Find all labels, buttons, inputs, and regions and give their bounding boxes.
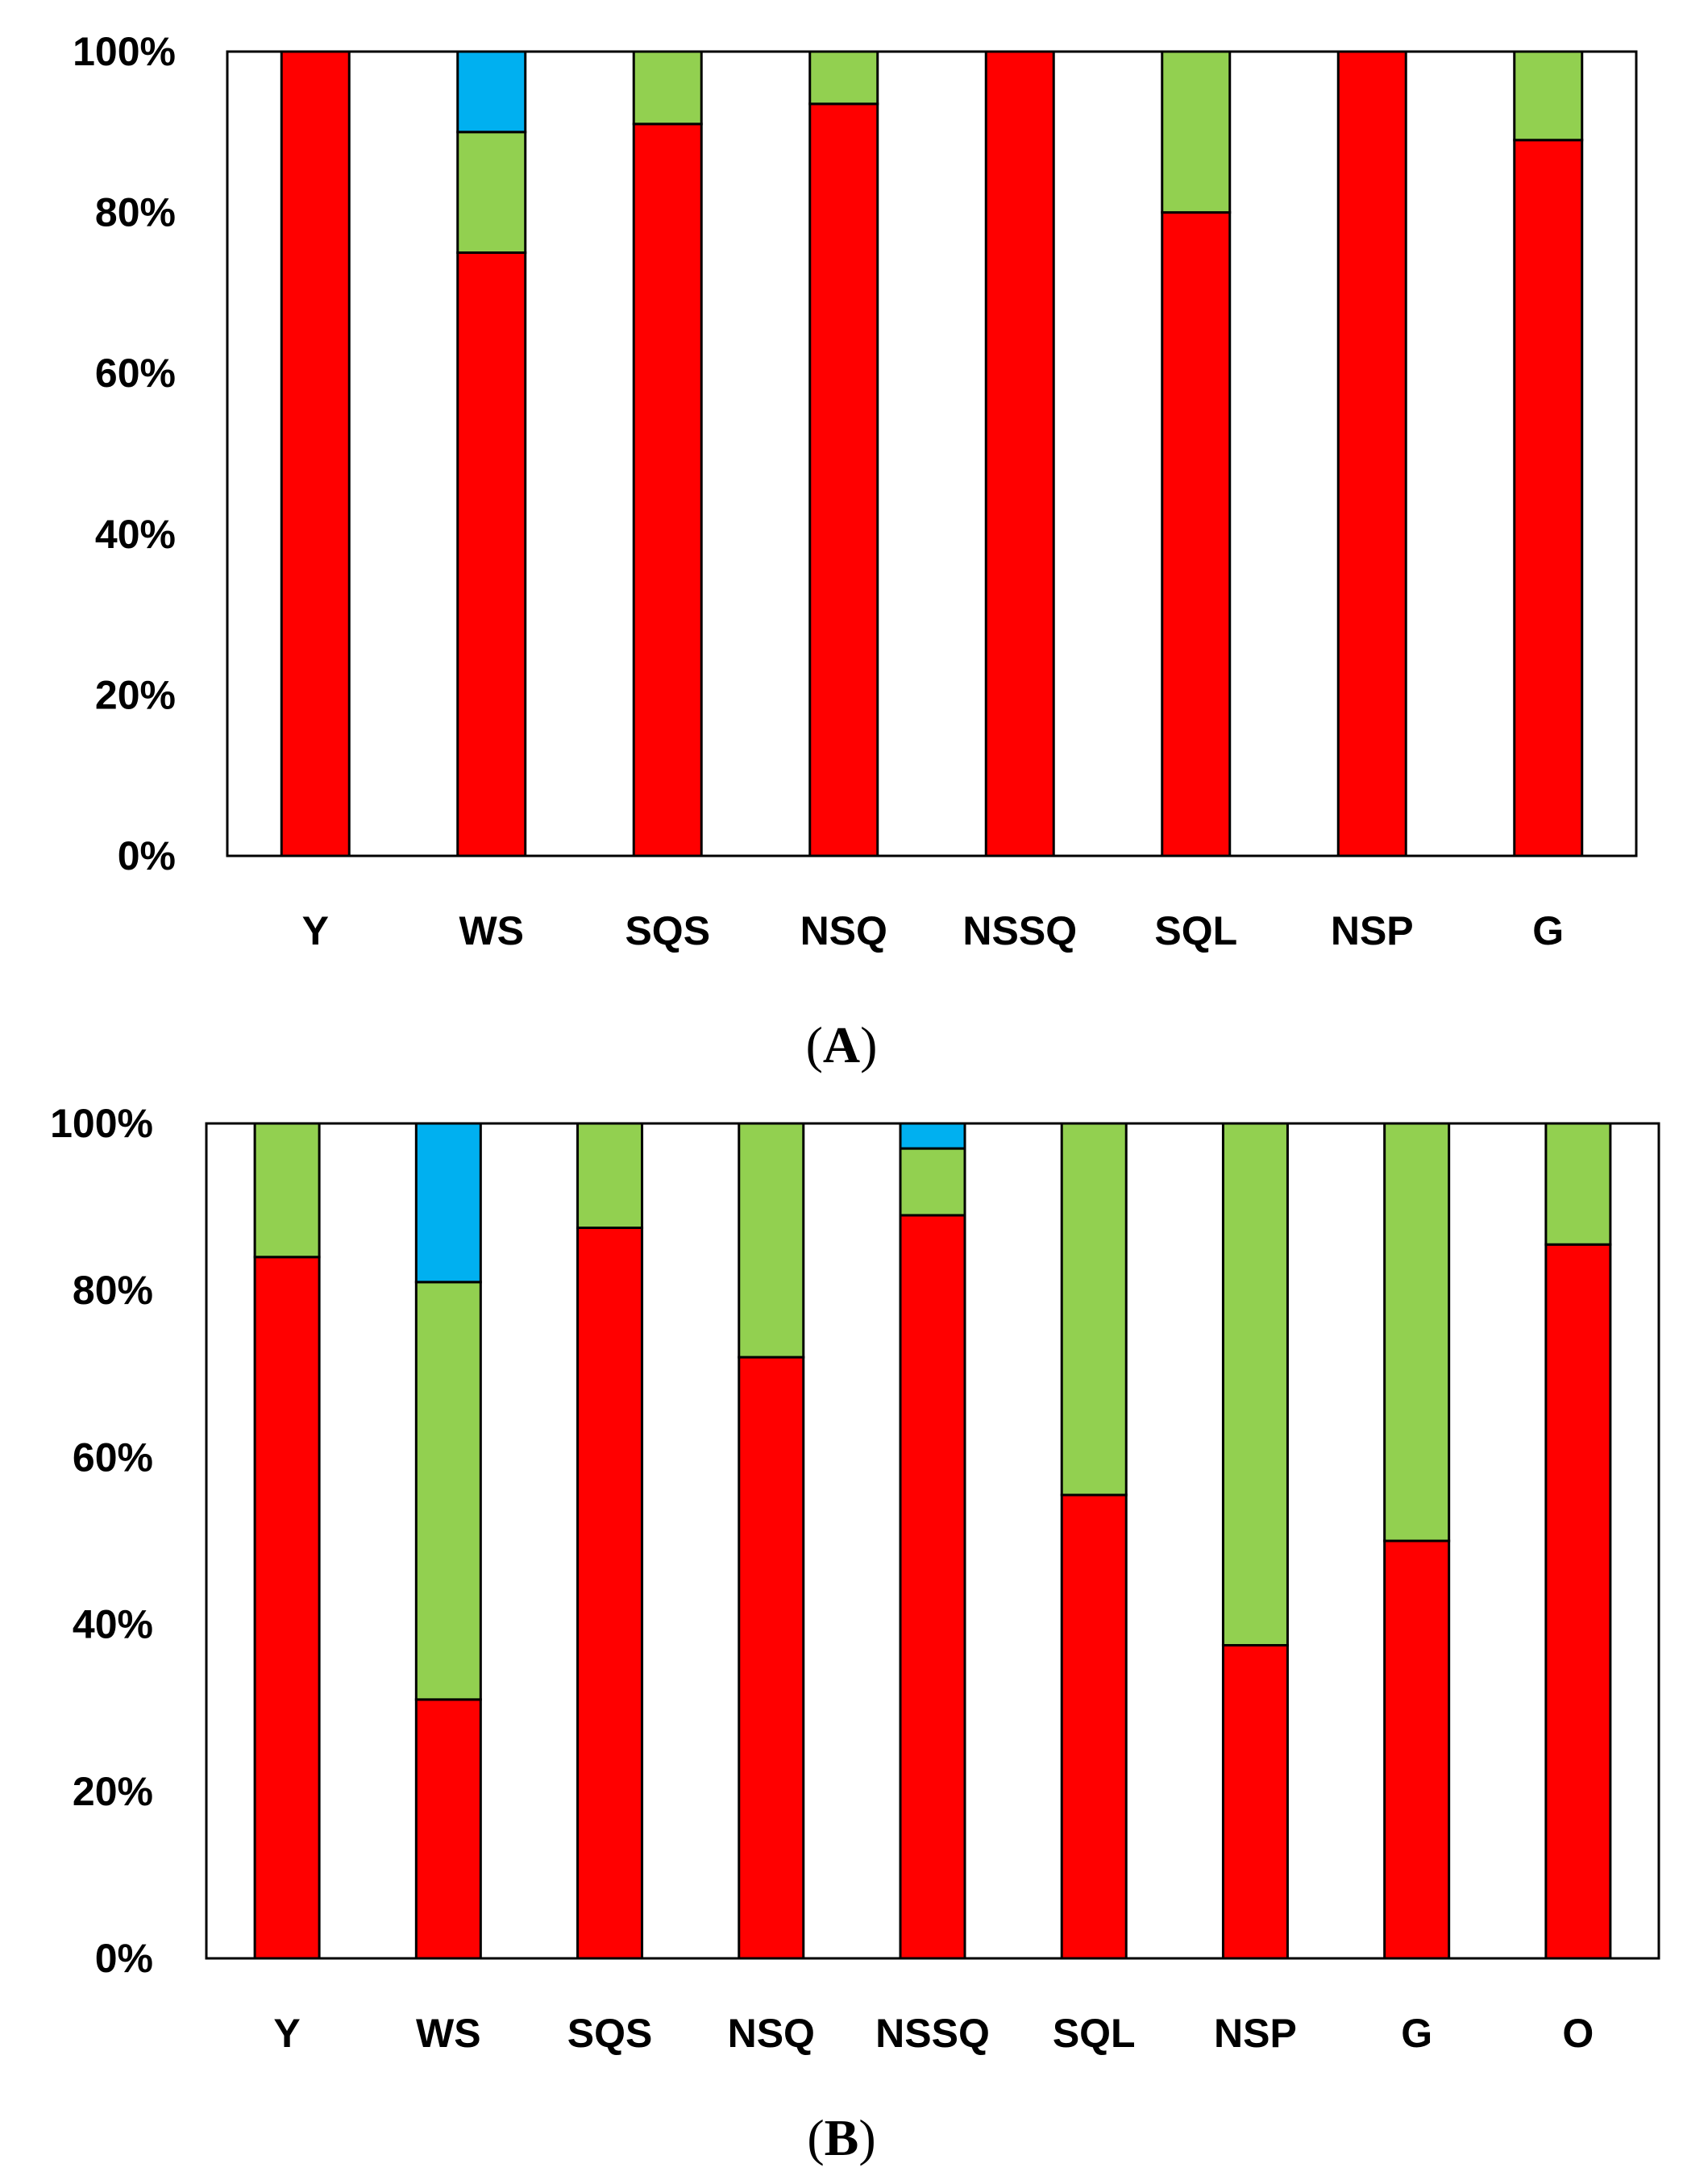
bar-segment-red-g [1513,139,1584,857]
bar-segment-red-nssq [899,1214,966,1960]
chart-panel-b: 0% 20% 40% 60% 80% 100% Y WS SQS NSQ NSSQ SQL NSP G O (… [50,1101,1660,2166]
x-tick-label: Y [302,908,329,953]
bar-segment-red-sql [1161,211,1232,857]
bar-segment-red-o [1544,1243,1612,1960]
x-tick-label: NSP [1331,908,1414,953]
bar-segment-green-sql [1161,50,1232,214]
x-tick-label: G [1532,908,1564,953]
panel-label-close: ) [858,2109,875,2166]
x-tick-label: NSSQ [962,908,1077,953]
y-tick-label: 40% [73,1602,153,1647]
bar-segment-red-ws [456,251,527,857]
bar-segment-red-y [253,1256,321,1960]
y-tick-label: 100% [73,29,176,74]
bar-segment-red-nsq [808,102,879,857]
bar-segment-red-sqs [576,1227,644,1960]
bar-segment-red-sql [1060,1493,1128,1960]
x-tick-label: WS [459,908,524,953]
panel-label: (A) [806,1016,878,1073]
y-tick-label: 80% [73,1268,153,1313]
bar-segment-green-nsq [808,50,879,106]
x-tick-label: G [1401,2011,1432,2056]
x-tick-label: SQL [1154,908,1237,953]
y-tick-label: 0% [95,1936,153,1981]
y-tick-label: 80% [95,190,176,235]
x-tick-label: NSSQ [875,2011,990,2056]
chart-panel-a: 0% 20% 40% 60% 80% 100% Y WS SQS NSQ NSSQ SQL NSP G (A… [73,29,1638,1073]
bar-segment-blue-ws [414,1122,482,1284]
panel-label-letter: A [823,1016,860,1073]
bar-segment-green-ws [414,1281,482,1701]
x-tick-label: NSQ [800,908,887,953]
y-tick-label: 20% [73,1769,153,1814]
panel-label-letter: B [825,2109,859,2166]
bar-segment-red-nsp [1336,50,1407,857]
bar-segment-green-g [1513,50,1584,142]
y-tick-label: 60% [73,1435,153,1480]
bar-segment-green-nsp [1221,1122,1289,1646]
bar-segment-red-y [280,50,351,857]
y-tick-label: 40% [95,512,176,557]
bar-segment-green-nsq [738,1122,805,1359]
bar-segment-green-o [1544,1122,1612,1246]
panel-label-close: ) [860,1016,877,1073]
y-tick-label: 0% [118,833,176,878]
bar-segment-green-ws [456,131,527,254]
y-tick-label: 60% [95,351,176,396]
bar-segment-blue-ws [456,50,527,134]
x-tick-label: NSQ [728,2011,815,2056]
bar-segment-green-sqs [576,1122,644,1229]
bar-segment-green-y [253,1122,321,1259]
bar-segment-green-g [1383,1122,1451,1543]
x-tick-label: WS [416,2011,481,2056]
x-tick-label: Y [273,2011,300,2056]
bar-segment-red-sqs [632,122,703,857]
bar-segment-green-sql [1060,1122,1128,1497]
bar-segment-green-nssq [899,1147,966,1217]
x-tick-label: SQL [1053,2011,1136,2056]
bar-segment-red-g [1383,1539,1451,1960]
bar-segment-red-nssq [984,50,1055,857]
bar-segment-red-nsq [738,1356,805,1960]
x-tick-label: SQS [567,2011,653,2056]
panel-label: (B) [807,2109,875,2166]
x-tick-label: NSP [1214,2011,1297,2056]
bar-segment-red-nsp [1221,1644,1289,1960]
bar-segment-green-sqs [632,50,703,126]
x-tick-label: SQS [625,908,710,953]
x-tick-label: O [1562,2011,1594,2056]
bar-segment-blue-nssq [899,1122,966,1150]
y-tick-label: 20% [95,672,176,717]
plot-area-frame [226,50,1638,857]
panel-label-open: ( [807,2109,824,2166]
panel-label-open: ( [806,1016,823,1073]
y-tick-label: 100% [50,1101,153,1146]
bar-segment-red-ws [414,1698,482,1960]
